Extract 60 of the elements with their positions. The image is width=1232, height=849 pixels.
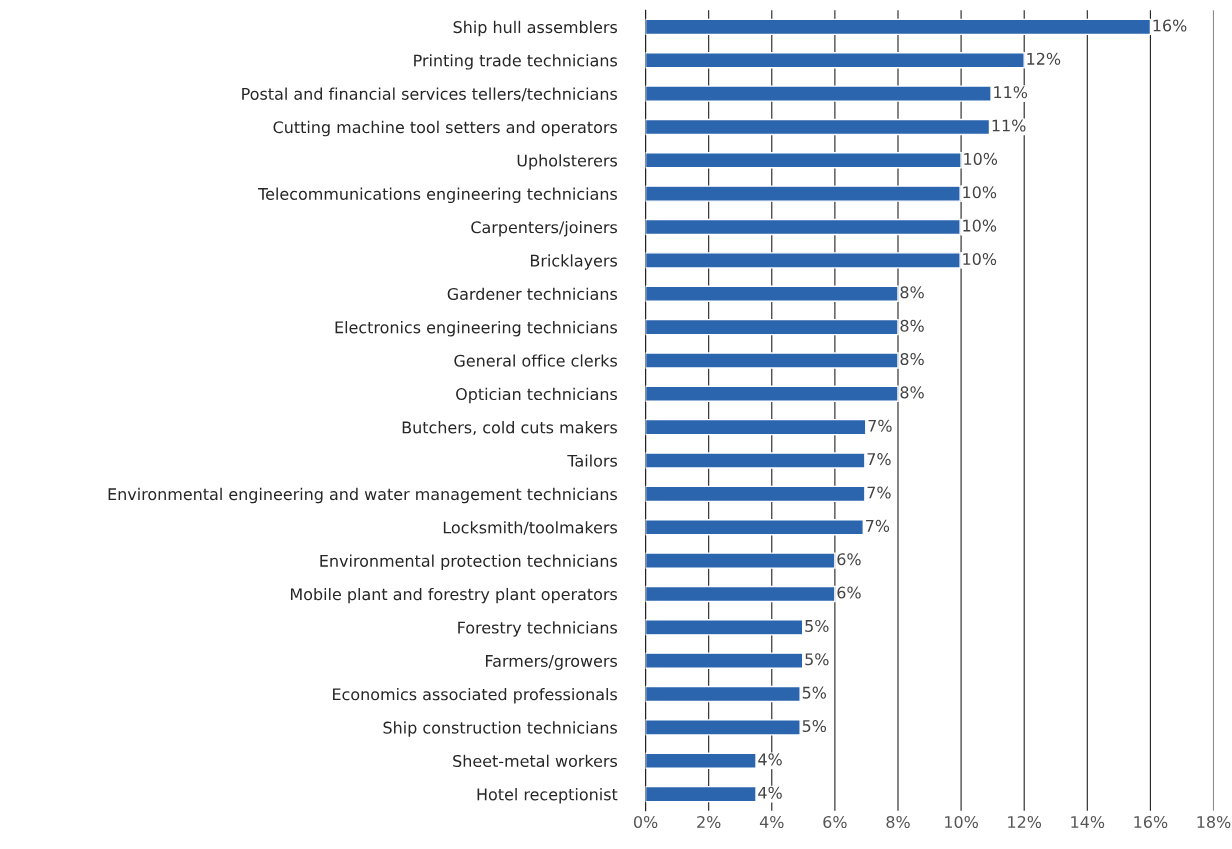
x-tick-label: 8% [886, 815, 910, 829]
y-tick-label: Carpenters/joiners [471, 220, 618, 237]
data-label: 10% [963, 252, 997, 266]
y-tick-label: Tailors [567, 454, 618, 467]
data-label: 4% [758, 753, 782, 766]
data-label: 11% [992, 119, 1026, 132]
data-label: 16% [1153, 19, 1187, 32]
data-label: 6% [837, 586, 861, 599]
x-tick-label: 0% [633, 815, 658, 829]
y-tick-label: General office clerks [454, 354, 618, 367]
y-tick-label: Cutting machine tool setters and operators [273, 120, 618, 137]
data-label: 7% [867, 453, 891, 466]
y-tick-label: Butchers, cold cuts makers [402, 421, 618, 436]
y-tick-label: Ship hull assemblers [453, 20, 618, 37]
data-label: 5% [802, 686, 827, 699]
data-label: 6% [837, 553, 861, 566]
x-tick-label: 12% [1008, 815, 1042, 829]
y-tick-label: Telecommunications engineering technicians [258, 187, 618, 204]
x-tick-label: 14% [1071, 815, 1105, 829]
y-tick-label: Farmers/growers [486, 655, 618, 671]
y-tick-label: Sheet-metal workers [453, 754, 618, 768]
y-tick-label: Optician technicians [456, 387, 618, 404]
data-label: 7% [867, 486, 891, 499]
y-tick-label: Locksmith/toolmakers [443, 521, 618, 535]
y-tick-label: Economics associated professionals [333, 687, 618, 704]
y-tick-label: Environmental engineering and water management technicians [108, 487, 618, 504]
x-tick-label: 18% [1197, 815, 1231, 829]
data-label: 12% [1027, 52, 1061, 65]
data-label: 5% [802, 719, 827, 733]
bar [645, 719, 801, 736]
data-label: 10% [963, 186, 997, 199]
data-label: 8% [900, 286, 924, 299]
data-label: 4% [758, 786, 782, 799]
y-tick-label: Electronics engineering technicians [335, 321, 618, 337]
data-label: 10% [964, 152, 998, 165]
x-tick-label: 2% [697, 815, 721, 829]
data-label: 8% [900, 386, 924, 399]
x-tick-label: 6% [823, 815, 847, 829]
x-tick-label: 16% [1134, 815, 1168, 829]
data-label: 10% [963, 219, 997, 232]
data-label: 5% [805, 653, 829, 666]
data-label: 8% [900, 353, 924, 366]
y-tick-label: Printing trade technicians [414, 54, 618, 70]
y-tick-label: Gardener technicians [447, 287, 618, 301]
data-label: 5% [805, 619, 829, 632]
y-tick-label: Mobile plant and forestry plant operators [290, 587, 618, 604]
x-tick-label: 10% [945, 815, 978, 829]
y-tick-label: Hotel receptionist [477, 788, 618, 804]
y-tick-label: Bricklayers [530, 254, 618, 270]
bar [645, 452, 866, 469]
y-tick-label: Postal and financial services tellers/technicians [242, 87, 618, 102]
x-tick-label: 4% [759, 815, 784, 829]
y-tick-label: Forestry technicians [458, 621, 618, 637]
data-label: 7% [868, 419, 892, 432]
y-tick-label: Ship construction technicians [383, 721, 618, 737]
y-tick-label: Upholsterers [517, 154, 618, 170]
data-label: 8% [900, 319, 924, 332]
y-tick-label: Environmental protection technicians [320, 554, 618, 570]
data-label: 7% [865, 519, 890, 532]
data-label: 11% [994, 86, 1028, 99]
